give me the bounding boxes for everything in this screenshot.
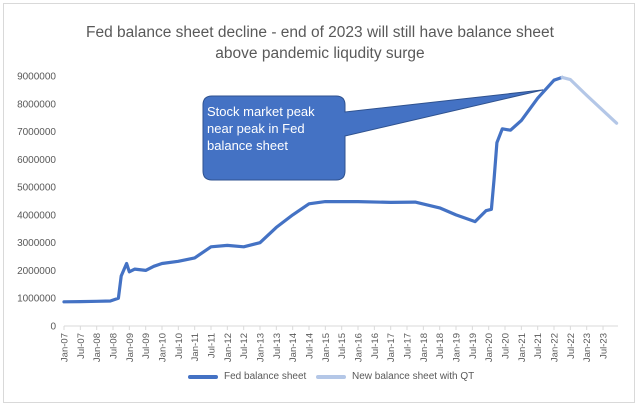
x-tick-label: Jan-21	[517, 333, 528, 362]
annotation-callout	[202, 89, 544, 181]
x-tick-label: Jan-23	[582, 333, 593, 362]
x-tick-label: Jul-07	[76, 333, 87, 359]
y-tick-label: 5000000	[17, 183, 56, 194]
y-tick-label: 9000000	[17, 72, 56, 83]
x-tick-label: Jul-17	[403, 333, 414, 359]
legend: Fed balance sheet New balance sheet with…	[0, 371, 640, 389]
x-tick-label: Jan-18	[419, 333, 430, 362]
x-tick-label: Jan-19	[452, 333, 463, 362]
x-tick-label: Jan-15	[321, 333, 332, 362]
x-tick-label: Jan-08	[92, 333, 103, 362]
x-tick-label: Jul-10	[174, 333, 185, 359]
y-tick-label: 7000000	[17, 127, 56, 138]
x-tick-label: Jul-19	[468, 333, 479, 359]
legend-item-qt: New balance sheet with QT	[316, 371, 474, 382]
x-tick-label: Jan-16	[354, 333, 365, 362]
y-axis: 0 1000000 2000000 3000000 4000000 5000000 6000…	[17, 72, 56, 333]
x-tick-label: Jul-23	[599, 333, 610, 359]
x-tick-label: Jan-13	[256, 333, 267, 362]
x-tick-label: Jul-22	[566, 333, 577, 359]
legend-swatch-qt	[316, 374, 346, 379]
legend-swatch-fed-balance-sheet	[188, 374, 218, 379]
annotation-text: Stock market peak near peak in Fed balan…	[207, 103, 337, 154]
legend-label-fed-balance-sheet: Fed balance sheet	[224, 371, 307, 382]
annotation-line-2: near peak in Fed	[207, 121, 305, 136]
x-tick-label: Jul-11	[207, 333, 218, 358]
x-tick-label: Jan-14	[288, 333, 299, 362]
chart-title-line-2: above pandemic liqudity surge	[215, 45, 425, 62]
series-line-1	[560, 75, 619, 125]
x-tick-label: Jan-12	[223, 333, 234, 362]
x-tick-label: Jan-11	[190, 333, 201, 361]
y-tick-label: 3000000	[17, 238, 56, 249]
x-tick-label: Jan-10	[158, 333, 169, 362]
series-line-0	[62, 75, 564, 304]
x-tick-label: Jan-17	[386, 333, 397, 362]
x-tick-label: Jul-08	[109, 333, 120, 359]
y-tick-label: 0	[50, 322, 56, 333]
x-tick-label: Jan-09	[125, 333, 136, 362]
x-tick-label: Jul-16	[370, 333, 381, 359]
chart-title-line-1: Fed balance sheet decline - end of 2023 …	[86, 24, 554, 41]
y-tick-label: 8000000	[17, 99, 56, 110]
annotation-line-3: balance sheet	[207, 138, 288, 153]
chart-title: Fed balance sheet decline - end of 2023 …	[0, 22, 640, 64]
x-tick-label: Jul-20	[501, 333, 512, 359]
y-tick-label: 2000000	[17, 266, 56, 277]
y-tick-label: 1000000	[17, 294, 56, 305]
x-tick-label: Jan-20	[484, 333, 495, 362]
annotation-callout-shape	[202, 89, 544, 181]
x-tick-label: Jul-15	[337, 333, 348, 359]
x-tick-label: Jan-07	[60, 333, 71, 362]
x-tick-label: Jul-13	[272, 333, 283, 359]
x-tick-label: Jan-22	[550, 333, 561, 362]
x-tick-label: Jul-14	[305, 333, 316, 359]
x-tick-label: Jul-09	[141, 333, 152, 359]
y-tick-label: 4000000	[17, 210, 56, 221]
y-tick-label: 6000000	[17, 155, 56, 166]
legend-label-qt: New balance sheet with QT	[352, 371, 475, 382]
x-tick-label: Jul-18	[435, 333, 446, 359]
series-layer	[62, 75, 619, 304]
x-tick-label: Jul-21	[533, 333, 544, 359]
x-tick-label: Jul-12	[239, 333, 250, 359]
annotation-line-1: Stock market peak	[207, 104, 315, 119]
x-axis: Jan-07 Jul-07 Jan-08 Jul-08 Jan-09 Jul-09 Jan-…	[60, 325, 618, 362]
legend-item-fed-balance-sheet: Fed balance sheet	[188, 371, 306, 382]
